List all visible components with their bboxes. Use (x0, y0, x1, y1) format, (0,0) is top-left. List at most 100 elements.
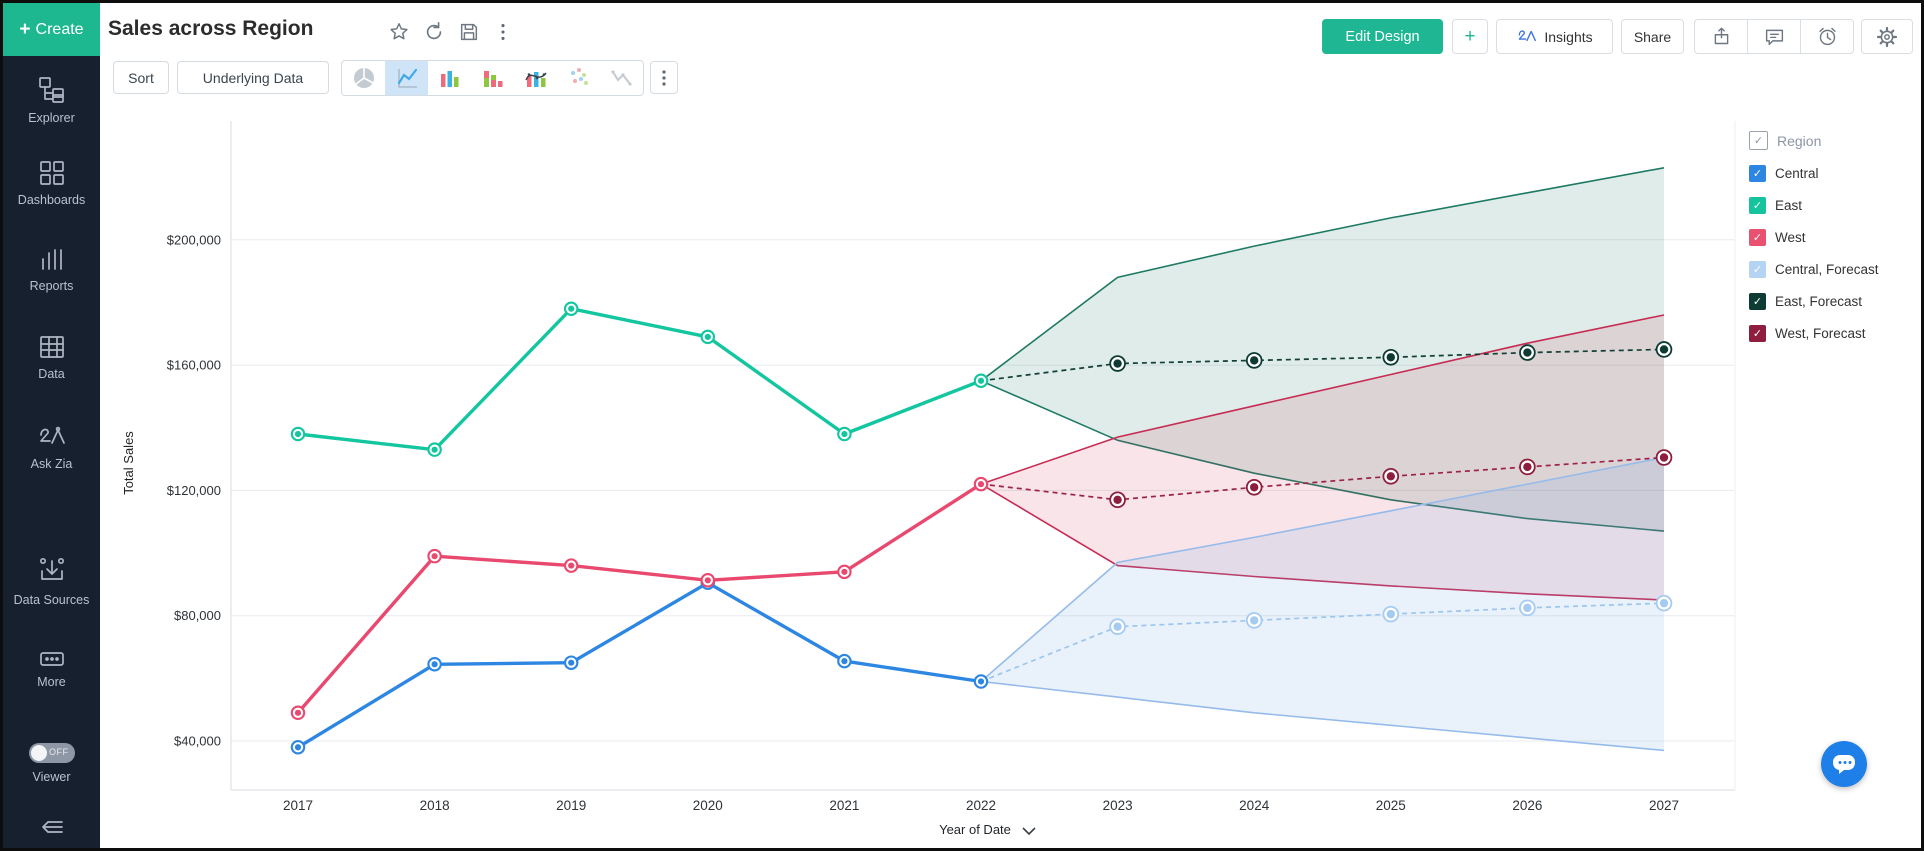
y-axis-title: Total Sales (121, 431, 136, 495)
point-core (977, 678, 985, 685)
settings-button[interactable] (1861, 19, 1913, 54)
history-button[interactable] (1801, 26, 1853, 47)
stock-chart-icon[interactable] (600, 61, 643, 95)
export-button[interactable] (1695, 26, 1747, 47)
scatter-icon[interactable] (557, 61, 600, 95)
viewer-toggle[interactable]: OFF (28, 743, 75, 763)
data-sources-icon (39, 557, 64, 580)
bar-chart-icon[interactable] (428, 61, 471, 95)
create-button[interactable]: + Create (3, 3, 100, 56)
sidebar-item-reports[interactable]: Reports (3, 245, 100, 293)
kebab-icon[interactable] (493, 21, 513, 43)
toolbar-kebab-button[interactable] (650, 61, 678, 94)
x-axis-tick-label: 2024 (1239, 798, 1270, 813)
underlying-data-button[interactable]: Underlying Data (177, 61, 329, 94)
central-checkbox[interactable]: ✓ (1749, 165, 1766, 182)
x-axis-tick-label: 2022 (966, 798, 996, 813)
x-axis-tick-label: 2017 (283, 798, 313, 813)
forecast-band-lower-east (980, 380, 1665, 532)
kebab-icon (662, 69, 666, 86)
save-icon[interactable] (458, 21, 480, 43)
forecast-line-central[interactable] (980, 602, 1665, 683)
point-core (977, 377, 985, 384)
y-axis-tick-label: $200,000 (167, 232, 221, 247)
y-axis-tick-label: $160,000 (167, 358, 221, 373)
west-checkbox[interactable]: ✓ (1749, 229, 1766, 246)
legend-item-central-forecast[interactable]: ✓ Central, Forecast (1749, 261, 1921, 278)
ask-zia-icon (39, 426, 65, 444)
y-axis-tick-label: $120,000 (167, 483, 221, 498)
sidebar-collapse[interactable] (3, 815, 100, 843)
sort-button[interactable]: Sort (113, 61, 169, 94)
insights-button[interactable]: Insights (1496, 19, 1613, 54)
settings-icon (1876, 26, 1898, 47)
zia-insights-icon (1519, 29, 1537, 41)
sidebar-item-dashboards[interactable]: Dashboards (3, 159, 100, 207)
point-core (294, 709, 302, 716)
point-core (704, 333, 711, 341)
point-core (568, 305, 575, 312)
line-chart-icon[interactable] (385, 61, 428, 95)
chevron-down-icon[interactable] (1022, 827, 1036, 836)
bar-line-icon[interactable] (514, 61, 557, 95)
series-line-central[interactable] (296, 581, 983, 749)
series-line-west[interactable] (296, 482, 983, 715)
sidebar-item-explorer[interactable]: Explorer (3, 75, 100, 125)
point-core (1113, 622, 1122, 631)
legend-item-central[interactable]: ✓ Central (1749, 165, 1921, 182)
x-axis-tick-label: 2023 (1103, 798, 1133, 813)
stacked-bar-icon[interactable] (471, 61, 514, 95)
refresh-icon[interactable] (423, 21, 445, 43)
sidebar-item-ask-zia[interactable]: Ask Zia (3, 425, 100, 471)
point-core (1113, 359, 1122, 368)
point-core (1386, 353, 1396, 362)
comment-button[interactable] (1748, 26, 1800, 47)
dashboards-icon (39, 161, 64, 185)
point-core (568, 659, 575, 666)
x-axis-tick-label: 2021 (829, 798, 859, 813)
point-core (1523, 462, 1532, 472)
forecast-band-east (981, 167, 1664, 532)
point-core (1523, 603, 1532, 613)
edit-design-button[interactable]: Edit Design (1322, 19, 1443, 54)
x-axis-title[interactable]: Year of Date (939, 822, 1011, 837)
forecast-line-west[interactable] (980, 456, 1665, 501)
point-core (431, 553, 438, 560)
series-line-east[interactable] (296, 306, 983, 452)
forecast-line-east[interactable] (980, 348, 1665, 382)
pie-chart-icon[interactable] (342, 61, 385, 95)
legend-item-east-forecast[interactable]: ✓ East, Forecast (1749, 293, 1921, 310)
point-core (1659, 345, 1669, 354)
forecast-band-lower-west (980, 483, 1665, 601)
point-core (977, 481, 985, 488)
point-core (1113, 495, 1122, 504)
sidebar-item-data[interactable]: Data (3, 333, 100, 381)
sidebar-item-more[interactable]: More (3, 649, 100, 689)
forecast-band-west (981, 315, 1664, 600)
y-axis-tick-label: $40,000 (174, 734, 221, 749)
point-core (704, 577, 711, 584)
point-core (1250, 616, 1259, 625)
central-forecast-checkbox[interactable]: ✓ (1749, 261, 1766, 278)
point-core (1250, 356, 1259, 365)
add-report-button[interactable]: + (1452, 19, 1488, 54)
share-button[interactable]: Share (1621, 19, 1684, 54)
zia-chat-fab[interactable] (1821, 741, 1867, 787)
sales-line-chart[interactable]: $40,000 $80,000 $120,000 $160,000 $200,000 20… (103, 103, 1743, 851)
star-icon[interactable] (388, 21, 410, 43)
chart-type-group (341, 60, 644, 96)
west-forecast-checkbox[interactable]: ✓ (1749, 325, 1766, 342)
east-checkbox[interactable]: ✓ (1749, 197, 1766, 214)
legend-item-west-forecast[interactable]: ✓ West, Forecast (1749, 325, 1921, 342)
legend-item-west[interactable]: ✓ West (1749, 229, 1921, 246)
legend-item-east[interactable]: ✓ East (1749, 197, 1921, 214)
legend-header-region[interactable]: ✓ Region (1749, 131, 1921, 150)
sidebar-item-data-sources[interactable]: Data Sources (3, 555, 100, 610)
plus-icon: + (1464, 25, 1476, 47)
point-core (568, 562, 575, 569)
x-axis-tick-label: 2020 (693, 798, 723, 813)
region-checkbox[interactable]: ✓ (1749, 131, 1768, 150)
export-icon (1714, 27, 1728, 45)
east-forecast-checkbox[interactable]: ✓ (1749, 293, 1766, 310)
